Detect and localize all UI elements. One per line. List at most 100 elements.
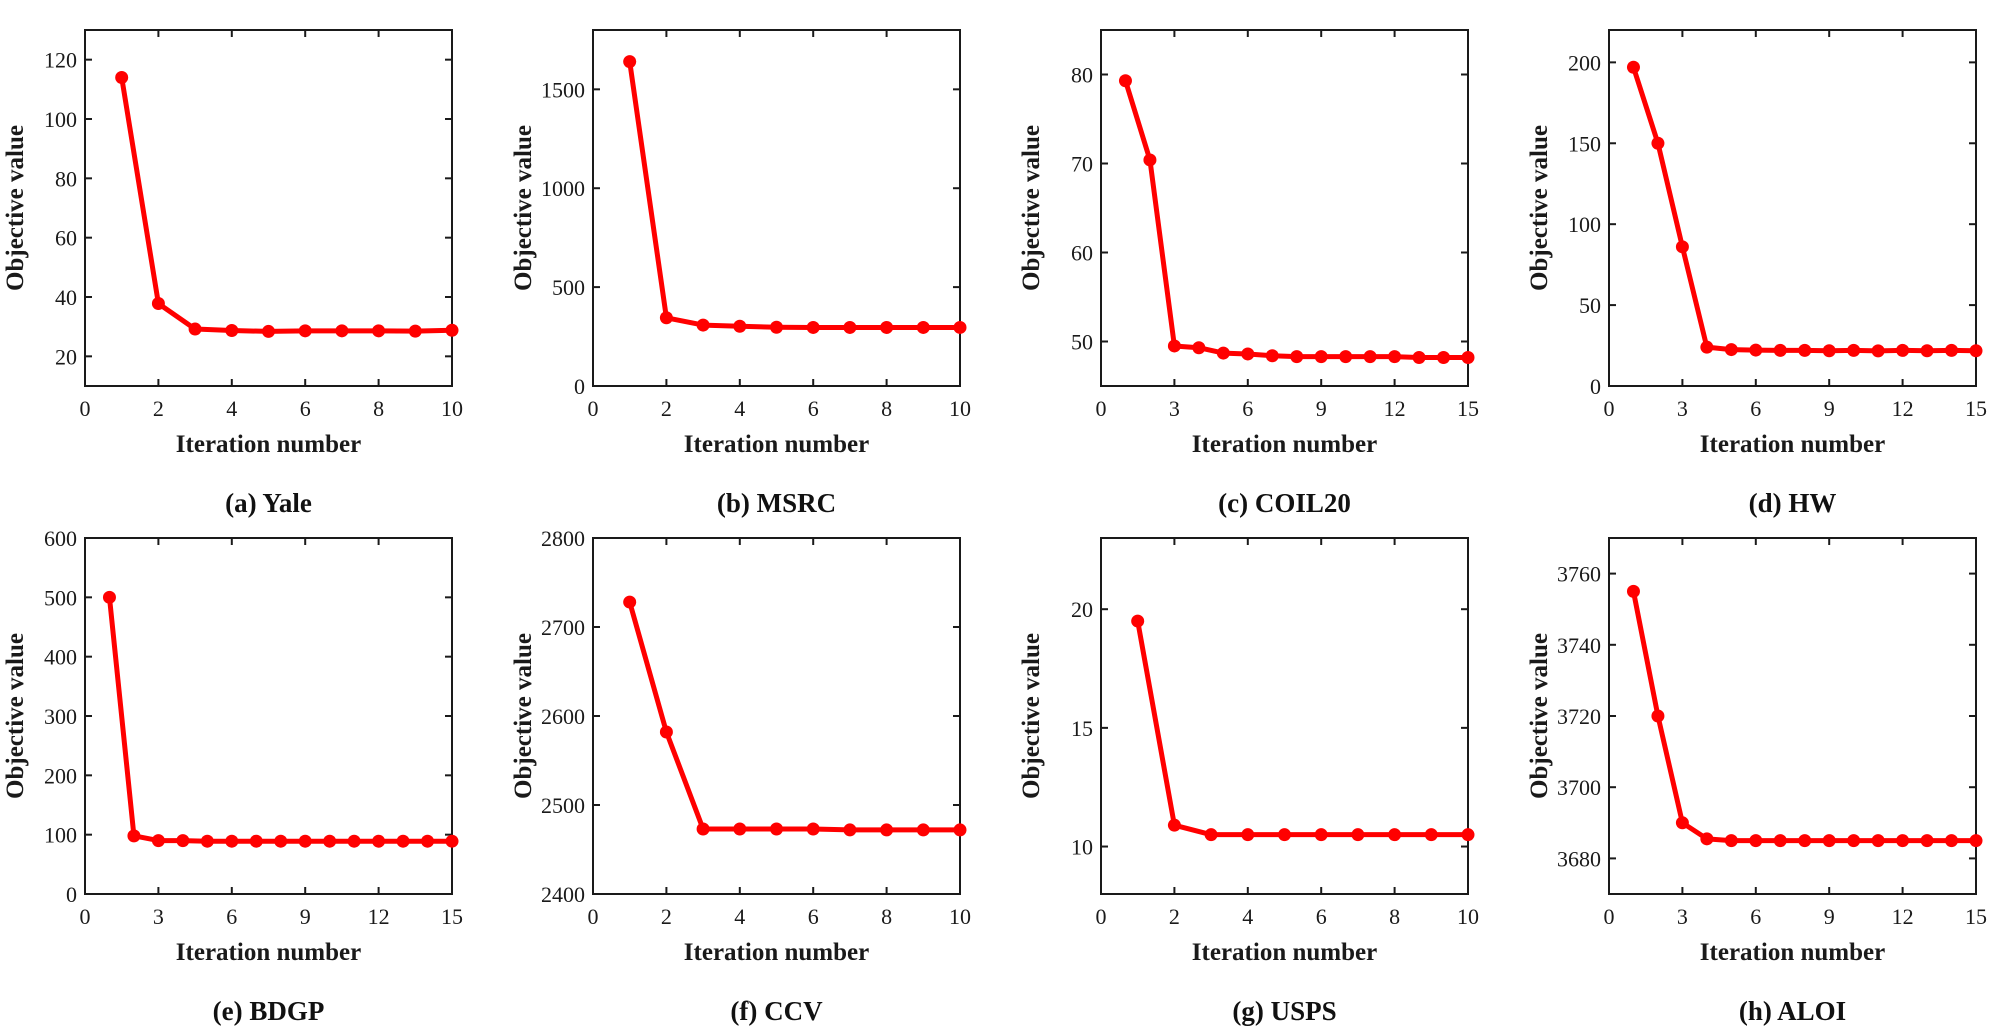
data-point: [660, 726, 673, 739]
data-point: [1896, 344, 1909, 357]
data-point: [1388, 828, 1401, 841]
x-tick-label: 0: [588, 396, 599, 421]
y-tick-label: 2500: [541, 793, 585, 818]
x-tick-label: 4: [734, 396, 745, 421]
data-point: [1774, 344, 1787, 357]
y-axis-label: Objective value: [510, 125, 537, 291]
data-point: [1896, 834, 1909, 847]
x-tick-label: 15: [441, 904, 463, 929]
data-point: [1774, 834, 1787, 847]
plot-frame: [593, 538, 960, 894]
x-tick-label: 2: [1169, 904, 1180, 929]
series-line: [122, 77, 452, 331]
data-point: [1462, 351, 1475, 364]
data-point: [446, 324, 459, 337]
data-point: [1241, 347, 1254, 360]
plot-frame: [1101, 30, 1468, 386]
x-tick-label: 12: [1892, 904, 1914, 929]
x-tick-label: 3: [153, 904, 164, 929]
series-line: [630, 602, 960, 830]
x-tick-label: 12: [1384, 396, 1406, 421]
data-point: [1970, 834, 1983, 847]
data-point: [880, 321, 893, 334]
data-point: [1143, 153, 1156, 166]
data-point: [1278, 828, 1291, 841]
y-tick-label: 2400: [541, 882, 585, 907]
y-tick-label: 20: [1071, 597, 1093, 622]
x-tick-label: 2: [661, 396, 672, 421]
x-tick-label: 2: [661, 904, 672, 929]
data-point: [1168, 339, 1181, 352]
data-point: [1847, 834, 1860, 847]
plot-frame: [593, 30, 960, 386]
panel-caption: (f) CCV: [567, 996, 987, 1027]
data-point: [323, 835, 336, 848]
data-point: [1339, 350, 1352, 363]
data-point: [623, 596, 636, 609]
data-point: [1351, 828, 1364, 841]
y-tick-label: 200: [44, 763, 77, 788]
panel-caption: (c) COIL20: [1075, 488, 1495, 519]
y-tick-label: 60: [55, 226, 77, 251]
x-tick-label: 6: [300, 396, 311, 421]
data-point: [1700, 341, 1713, 354]
y-tick-label: 200: [1568, 50, 1601, 75]
panel-caption: (h) ALOI: [1583, 996, 2000, 1027]
x-tick-label: 6: [808, 396, 819, 421]
x-tick-label: 12: [368, 904, 390, 929]
x-tick-label: 10: [1457, 904, 1479, 929]
y-tick-label: 2800: [541, 526, 585, 551]
y-tick-label: 500: [552, 275, 585, 300]
data-point: [1921, 344, 1934, 357]
y-axis-label: Objective value: [2, 633, 29, 799]
data-point: [807, 321, 820, 334]
data-point: [274, 835, 287, 848]
data-point: [299, 324, 312, 337]
data-point: [917, 321, 930, 334]
x-tick-label: 9: [1824, 904, 1835, 929]
data-point: [1921, 834, 1934, 847]
data-point: [1241, 828, 1254, 841]
x-axis-label: Iteration number: [1192, 939, 1377, 966]
panel-caption: (g) USPS: [1075, 996, 1495, 1027]
y-tick-label: 3720: [1557, 704, 1601, 729]
data-point: [372, 324, 385, 337]
data-point: [843, 321, 856, 334]
y-tick-label: 40: [55, 285, 77, 310]
data-point: [1847, 344, 1860, 357]
x-axis-label: Iteration number: [684, 939, 869, 966]
data-point: [372, 835, 385, 848]
data-point: [1945, 344, 1958, 357]
y-axis-label: Objective value: [2, 125, 29, 291]
x-tick-label: 0: [80, 904, 91, 929]
y-tick-label: 400: [44, 645, 77, 670]
data-point: [917, 823, 930, 836]
panel-caption: (d) HW: [1583, 488, 2000, 519]
data-point: [1872, 344, 1885, 357]
data-point: [201, 835, 214, 848]
panel-caption: (b) MSRC: [567, 488, 987, 519]
data-point: [1676, 816, 1689, 829]
y-tick-label: 10: [1071, 835, 1093, 860]
y-tick-label: 120: [44, 48, 77, 73]
x-tick-label: 0: [1604, 396, 1615, 421]
y-tick-label: 3760: [1557, 562, 1601, 587]
y-tick-label: 50: [1071, 330, 1093, 355]
data-point: [1192, 341, 1205, 354]
series-line: [630, 62, 960, 328]
y-tick-label: 3700: [1557, 775, 1601, 800]
series-line: [1125, 81, 1468, 358]
panel-caption: (e) BDGP: [59, 996, 479, 1027]
y-tick-label: 100: [44, 823, 77, 848]
x-tick-label: 8: [373, 396, 384, 421]
x-tick-label: 3: [1677, 396, 1688, 421]
y-axis-label: Objective value: [1018, 125, 1045, 291]
y-tick-label: 0: [574, 374, 585, 399]
y-tick-label: 0: [66, 882, 77, 907]
x-tick-label: 15: [1457, 396, 1479, 421]
x-tick-label: 10: [441, 396, 463, 421]
x-tick-label: 0: [1096, 396, 1107, 421]
data-point: [335, 324, 348, 337]
data-point: [225, 324, 238, 337]
x-tick-label: 4: [734, 904, 745, 929]
